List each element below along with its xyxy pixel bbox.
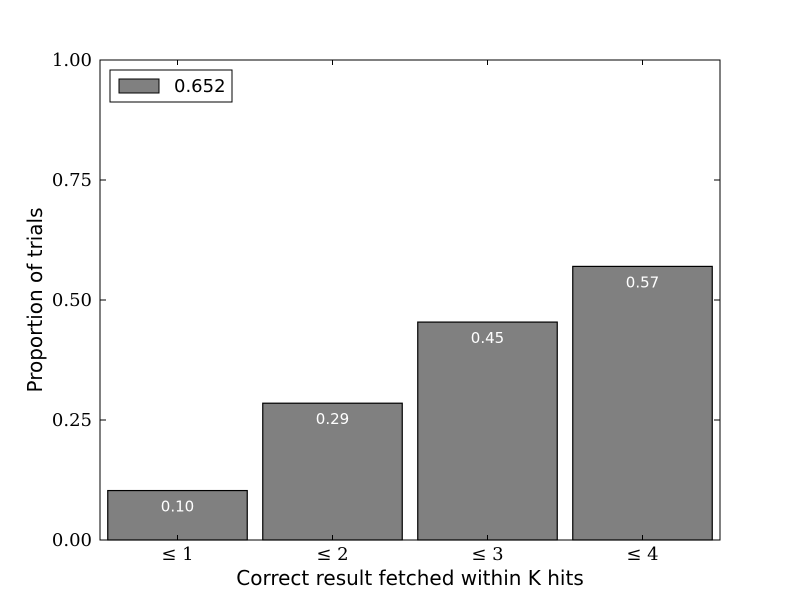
legend-swatch bbox=[118, 78, 160, 94]
y-axis: 0.00 0.25 0.50 0.75 1.00 bbox=[52, 50, 720, 551]
y-tick-label-4: 0.75 bbox=[52, 170, 92, 191]
bar-1 bbox=[107, 489, 248, 541]
x-tick-label-1: ≤ 1 bbox=[161, 544, 193, 565]
bar-value-label-2: 0.29 bbox=[316, 410, 349, 428]
bar-2 bbox=[262, 402, 403, 541]
bar-4 bbox=[572, 265, 713, 541]
bar-value-label-4: 0.57 bbox=[626, 273, 659, 291]
x-axis-title: Correct result fetched within K hits bbox=[236, 566, 584, 590]
bar-3 bbox=[417, 321, 558, 541]
y-tick-label-5: 1.00 bbox=[52, 50, 92, 71]
bar-value-label-1: 0.10 bbox=[161, 498, 194, 516]
x-tick-label-4: ≤ 4 bbox=[626, 544, 658, 565]
y-tick-label-3: 0.50 bbox=[52, 290, 92, 311]
legend-label: 0.652 bbox=[174, 76, 226, 97]
bars-group bbox=[107, 265, 713, 541]
y-tick-label-1: 0.00 bbox=[52, 530, 92, 551]
x-axis: ≤ 1 ≤ 2 ≤ 3 ≤ 4 bbox=[161, 60, 659, 565]
bar-value-label-3: 0.45 bbox=[471, 329, 504, 347]
y-axis-title: Proportion of trials bbox=[23, 207, 47, 392]
x-tick-label-3: ≤ 3 bbox=[471, 544, 503, 565]
bar-labels-group: 0.10 0.29 0.45 0.57 bbox=[161, 273, 659, 515]
legend: 0.652 bbox=[109, 69, 233, 103]
y-tick-label-2: 0.25 bbox=[52, 410, 92, 431]
x-tick-label-2: ≤ 2 bbox=[316, 544, 348, 565]
